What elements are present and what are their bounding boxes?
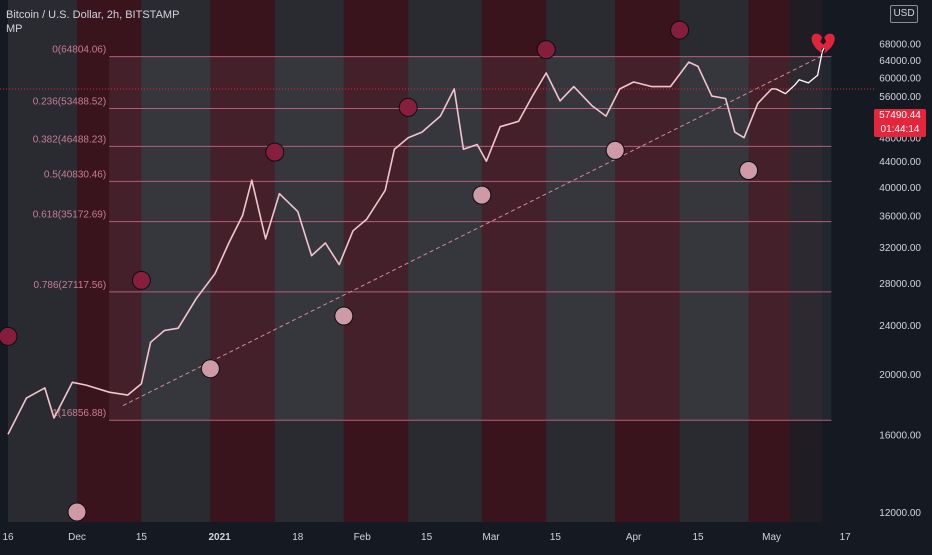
fib-level-label: 0(64804.06) — [52, 45, 106, 56]
full-moon-marker — [132, 271, 150, 289]
full-moon-marker — [537, 41, 555, 59]
y-tick-label: 60000.00 — [879, 73, 921, 84]
moon-cycle-band — [8, 0, 77, 522]
x-tick-label: 18 — [292, 532, 304, 543]
y-tick-label: 36000.00 — [879, 211, 921, 222]
full-moon-marker — [671, 21, 689, 39]
fib-level-label: 0.618(35172.69) — [33, 210, 106, 221]
indicator-label: MP — [6, 22, 179, 36]
full-moon-marker — [0, 327, 17, 345]
fib-level-label: 0.786(27117.56) — [34, 280, 107, 291]
heart-right-half — [822, 34, 835, 54]
fib-level-label: 1(16856.88) — [52, 408, 106, 419]
y-tick-label: 24000.00 — [879, 321, 921, 332]
new-moon-marker — [201, 360, 219, 378]
new-moon-marker — [68, 503, 86, 521]
x-tick-label: Apr — [626, 532, 642, 543]
x-tick-label: 15 — [421, 532, 433, 543]
x-tick-label: 16 — [2, 532, 14, 543]
y-tick-label: 12000.00 — [879, 508, 921, 519]
chart-header: Bitcoin / U.S. Dollar, 2h, BITSTAMP MP — [6, 8, 179, 36]
x-tick-label: 17 — [840, 532, 852, 543]
symbol-title: Bitcoin / U.S. Dollar, 2h, BITSTAMP — [6, 8, 179, 22]
y-tick-label: 20000.00 — [879, 370, 921, 381]
currency-badge[interactable]: USD — [890, 5, 918, 23]
last-price-value: 57490.44 — [874, 109, 926, 123]
new-moon-marker — [606, 141, 624, 159]
fib-level-label: 0.5(40830.46) — [44, 169, 106, 180]
y-tick-label: 64000.00 — [879, 56, 921, 67]
new-moon-marker — [335, 307, 353, 325]
x-tick-label: 15 — [136, 532, 148, 543]
bar-countdown: 01:44:14 — [874, 123, 926, 137]
x-tick-label: Dec — [68, 532, 86, 543]
last-price-tag: 57490.44 01:44:14 — [874, 109, 926, 137]
y-tick-label: 16000.00 — [879, 430, 921, 441]
y-tick-label: 40000.00 — [879, 183, 921, 194]
new-moon-marker — [473, 186, 491, 204]
x-tick-label: 15 — [550, 532, 562, 543]
fib-level-label: 0.236(53488.52) — [33, 96, 106, 107]
full-moon-marker — [399, 98, 417, 116]
y-tick-label: 44000.00 — [879, 157, 921, 168]
x-tick-label: May — [762, 532, 781, 543]
x-tick-label: Feb — [354, 532, 372, 543]
y-tick-label: 68000.00 — [879, 40, 921, 51]
fib-level-label: 0.382(46488.23) — [33, 134, 106, 145]
y-tick-label: 32000.00 — [879, 243, 921, 254]
y-tick-label: 28000.00 — [879, 279, 921, 290]
y-tick-label: 56000.00 — [879, 92, 921, 103]
x-tick-label: 15 — [692, 532, 704, 543]
full-moon-marker — [266, 143, 284, 161]
x-tick-label: Mar — [482, 532, 500, 543]
new-moon-marker — [740, 162, 758, 180]
x-tick-label: 2021 — [208, 532, 231, 543]
